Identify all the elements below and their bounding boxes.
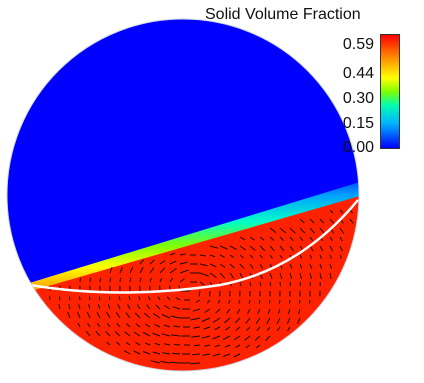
velocity-vector (310, 282, 311, 286)
velocity-vector (194, 345, 200, 346)
velocity-vector (172, 353, 180, 354)
colorbar-tick-label: 0.44 (343, 66, 374, 82)
velocity-vector (80, 296, 81, 300)
velocity-vector (80, 278, 81, 282)
velocity-vector (109, 296, 110, 300)
velocity-vector (70, 296, 71, 300)
colorbar-tick-label: 0.15 (343, 116, 374, 132)
colorbar-tick-label: 0.30 (343, 91, 374, 107)
velocity-vector (89, 296, 90, 300)
velocity-vector (280, 282, 281, 286)
velocity-vector (100, 278, 101, 282)
velocity-vector (174, 344, 180, 345)
velocity-vector (192, 354, 200, 355)
velocity-vector (90, 278, 91, 282)
velocity-vector (279, 300, 280, 304)
velocity-vector (269, 300, 270, 304)
velocity-vector (289, 300, 290, 304)
velocity-vector (99, 296, 100, 300)
colorbar (380, 34, 400, 149)
velocity-vector (310, 300, 311, 304)
velocity-vector (300, 300, 301, 304)
colorbar-tick-label: 0.00 (343, 140, 374, 156)
velocity-vector (110, 278, 111, 282)
velocity-vector (60, 296, 61, 300)
colorbar-title: Solid Volume Fraction (205, 6, 361, 24)
velocity-vector (300, 282, 301, 286)
colorbar-tick-label: 0.59 (343, 37, 374, 53)
velocity-vector (290, 282, 291, 286)
velocity-vector (270, 282, 271, 286)
